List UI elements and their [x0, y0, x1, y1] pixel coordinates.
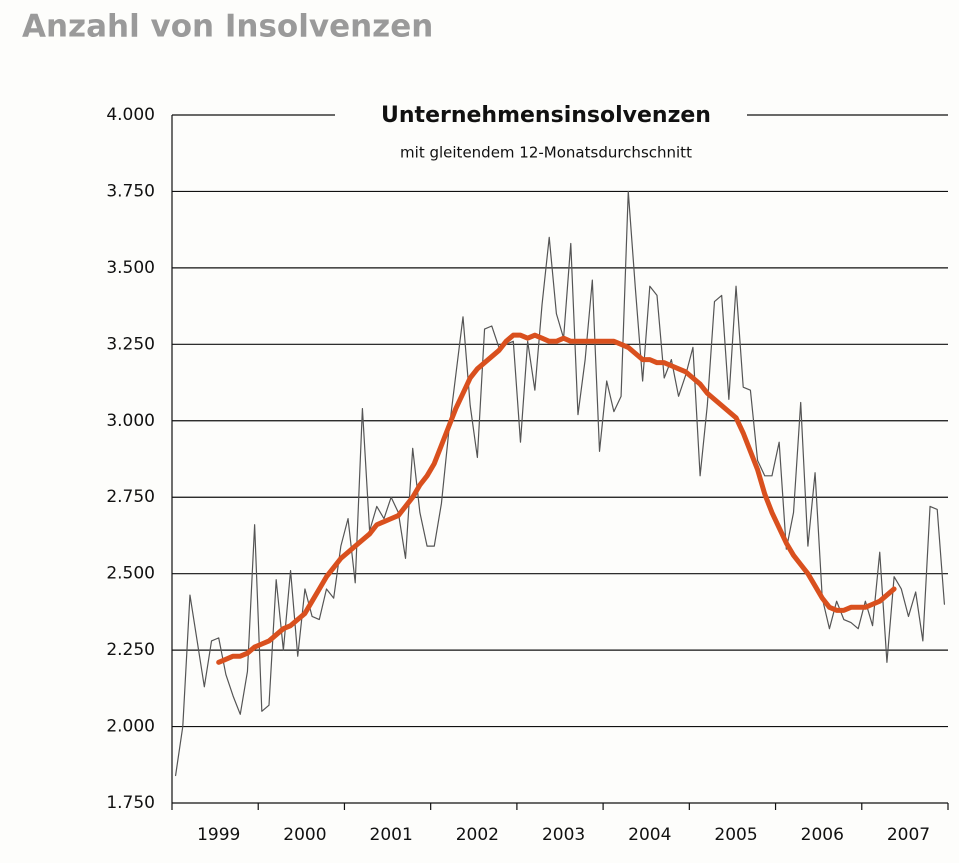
- x-tick-label: 1999: [197, 825, 240, 845]
- x-tick-label: 2004: [628, 825, 671, 845]
- x-tick-label: 2006: [801, 825, 844, 845]
- x-tick-label: 2000: [283, 825, 326, 845]
- series-line: [174, 190, 946, 777]
- y-tick-label: 2.000: [106, 717, 155, 737]
- y-tick-label: 1.750: [106, 793, 155, 813]
- x-tick-label: 2003: [542, 825, 585, 845]
- x-tick-label: 2001: [370, 825, 413, 845]
- page-title: Anzahl von Insolvenzen: [22, 9, 433, 45]
- title-backdrop: [335, 101, 747, 129]
- chart-title: Unternehmensinsolvenzen: [381, 103, 711, 128]
- x-tick-label: 2005: [714, 825, 757, 845]
- y-tick-label: 3.000: [106, 411, 155, 431]
- y-tick-label: 3.750: [106, 181, 155, 201]
- y-tick-label: 3.250: [106, 334, 155, 354]
- y-tick-label: 4.000: [106, 105, 155, 125]
- x-tick-label: 2007: [887, 825, 930, 845]
- y-tick-label: 2.250: [106, 640, 155, 660]
- y-tick-label: 2.750: [106, 487, 155, 507]
- y-tick-label: 2.500: [106, 564, 155, 584]
- x-tick-label: 2002: [456, 825, 499, 845]
- chart-subtitle: mit gleitendem 12-Monatsdurchschnitt: [400, 144, 692, 162]
- y-tick-label: 3.500: [106, 258, 155, 278]
- series-line: [216, 332, 897, 665]
